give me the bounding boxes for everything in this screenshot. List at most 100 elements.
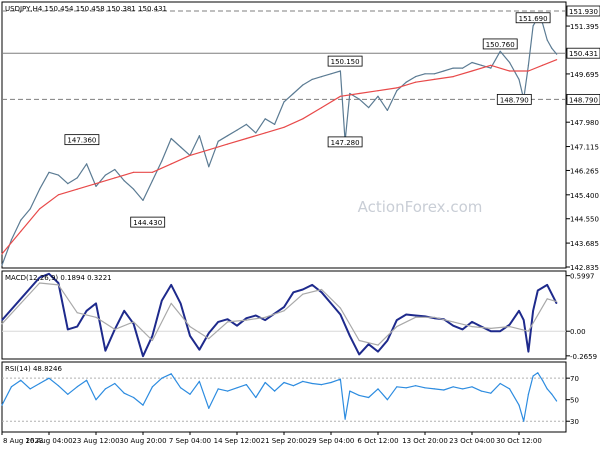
macd-point-macd xyxy=(490,330,492,332)
price-point-usdjpy xyxy=(236,129,238,131)
price-label-box xyxy=(566,47,600,59)
rsi-point-rsi xyxy=(114,382,116,385)
rsi-point-rsi xyxy=(86,379,88,381)
rsi-point-rsi xyxy=(189,393,191,395)
rsi-point-rsi xyxy=(10,386,12,388)
price-point-usdjpy xyxy=(198,135,200,137)
rsi-point-rsi xyxy=(1,404,3,406)
price-point-usdjpy xyxy=(386,109,388,111)
x-tick-label: 6 Oct 12:00 xyxy=(357,437,398,445)
price-point-usdjpy xyxy=(1,264,3,266)
price-point-ma xyxy=(377,90,379,92)
macd-point-signal xyxy=(245,319,247,321)
price-point-ma xyxy=(76,188,78,190)
macd-point-macd xyxy=(76,326,78,328)
price-point-ma xyxy=(114,177,116,179)
price-point-usdjpy xyxy=(532,25,534,27)
rsi-point-rsi xyxy=(67,393,69,395)
macd-point-signal xyxy=(170,302,172,304)
rsi-point-rsi xyxy=(161,377,163,379)
rsi-point-rsi xyxy=(358,394,360,396)
macd-point-signal xyxy=(556,301,558,303)
rsi-point-rsi xyxy=(368,396,370,399)
annotation-box xyxy=(130,216,166,228)
macd-point-signal xyxy=(76,312,78,314)
rsi-ytick-label: 30 xyxy=(570,418,579,426)
price-point-ma xyxy=(490,64,492,66)
macd-point-macd xyxy=(217,321,219,323)
macd-point-macd xyxy=(405,313,407,316)
macd-point-signal xyxy=(57,284,60,286)
annotation-box xyxy=(496,93,532,105)
price-point-usdjpy xyxy=(330,73,332,75)
rsi-point-rsi xyxy=(523,420,525,422)
macd-point-macd xyxy=(180,302,182,304)
macd-point-macd xyxy=(292,291,294,293)
price-point-ma xyxy=(509,70,511,72)
rsi-point-rsi xyxy=(471,386,473,388)
price-ytick-label: 149.695 xyxy=(570,71,599,79)
price-point-usdjpy xyxy=(227,135,229,137)
macd-point-macd xyxy=(161,300,163,302)
macd-point-macd xyxy=(245,317,247,319)
rsi-point-rsi xyxy=(344,418,346,420)
macd-point-signal xyxy=(415,316,417,318)
price-point-ma xyxy=(133,171,135,173)
annotation-label: 150.150 xyxy=(331,58,360,66)
macd-point-macd xyxy=(86,310,88,312)
rsi-point-rsi xyxy=(133,396,135,399)
rsi-point-rsi xyxy=(541,379,544,381)
macd-ytick-label: 0.5997 xyxy=(570,273,595,281)
macd-ytick-label: -0.2659 xyxy=(570,353,597,361)
annotation-box xyxy=(515,12,551,24)
rsi-point-rsi xyxy=(509,388,511,390)
annotation-label: 144.430 xyxy=(133,219,162,227)
rsi-point-rsi xyxy=(349,390,351,392)
price-point-ma xyxy=(302,118,304,120)
price-point-usdjpy xyxy=(480,64,482,66)
macd-point-signal xyxy=(471,326,473,328)
price-point-usdjpy xyxy=(499,50,501,52)
price-ytick-label: 147.980 xyxy=(570,119,599,127)
price-point-usdjpy xyxy=(133,188,135,190)
price-ytick-label: 145.400 xyxy=(570,192,599,200)
macd-point-macd xyxy=(527,351,530,353)
price-point-usdjpy xyxy=(443,70,445,72)
rsi-point-rsi xyxy=(518,404,520,406)
price-point-usdjpy xyxy=(170,137,172,140)
price-point-ma xyxy=(189,154,191,156)
macd-point-signal xyxy=(377,344,379,346)
macd-point-macd xyxy=(264,319,266,321)
macd-point-signal xyxy=(527,330,530,332)
macd-point-macd xyxy=(471,321,473,323)
price-point-usdjpy xyxy=(368,107,370,109)
price-point-ma xyxy=(471,70,473,72)
macd-point-signal xyxy=(151,339,153,342)
annotation-box xyxy=(64,134,100,146)
price-label: 151.930 xyxy=(569,8,598,16)
price-point-usdjpy xyxy=(208,166,210,168)
price-point-ma xyxy=(527,70,530,72)
price-point-usdjpy xyxy=(490,67,492,69)
price-point-usdjpy xyxy=(255,132,257,134)
rsi-header: RSI(14) 48.8246 xyxy=(5,365,62,373)
rsi-point-rsi xyxy=(321,384,323,386)
price-point-usdjpy xyxy=(48,171,50,173)
price-point-usdjpy xyxy=(471,61,473,64)
price-point-usdjpy xyxy=(264,118,266,120)
price-point-usdjpy xyxy=(274,123,276,125)
x-tick-label: 13 Oct 20:00 xyxy=(402,437,448,445)
price-point-ma xyxy=(556,59,558,61)
annotation-label: 151.690 xyxy=(519,15,548,23)
price-header: USDJPY,H4 150.454 150.458 150.381 150.43… xyxy=(5,5,167,13)
x-tick-label: 8 Aug 2023 xyxy=(3,437,43,445)
price-point-usdjpy xyxy=(67,183,69,185)
rsi-point-rsi xyxy=(104,388,106,390)
x-tick-label: 30 Oct 12:00 xyxy=(496,437,542,445)
rsi-point-rsi xyxy=(236,387,238,389)
rsi-point-rsi xyxy=(377,388,379,390)
price-point-usdjpy xyxy=(29,208,31,210)
macd-point-macd xyxy=(330,302,332,304)
macd-point-signal xyxy=(1,323,3,325)
macd-point-macd xyxy=(302,288,304,291)
